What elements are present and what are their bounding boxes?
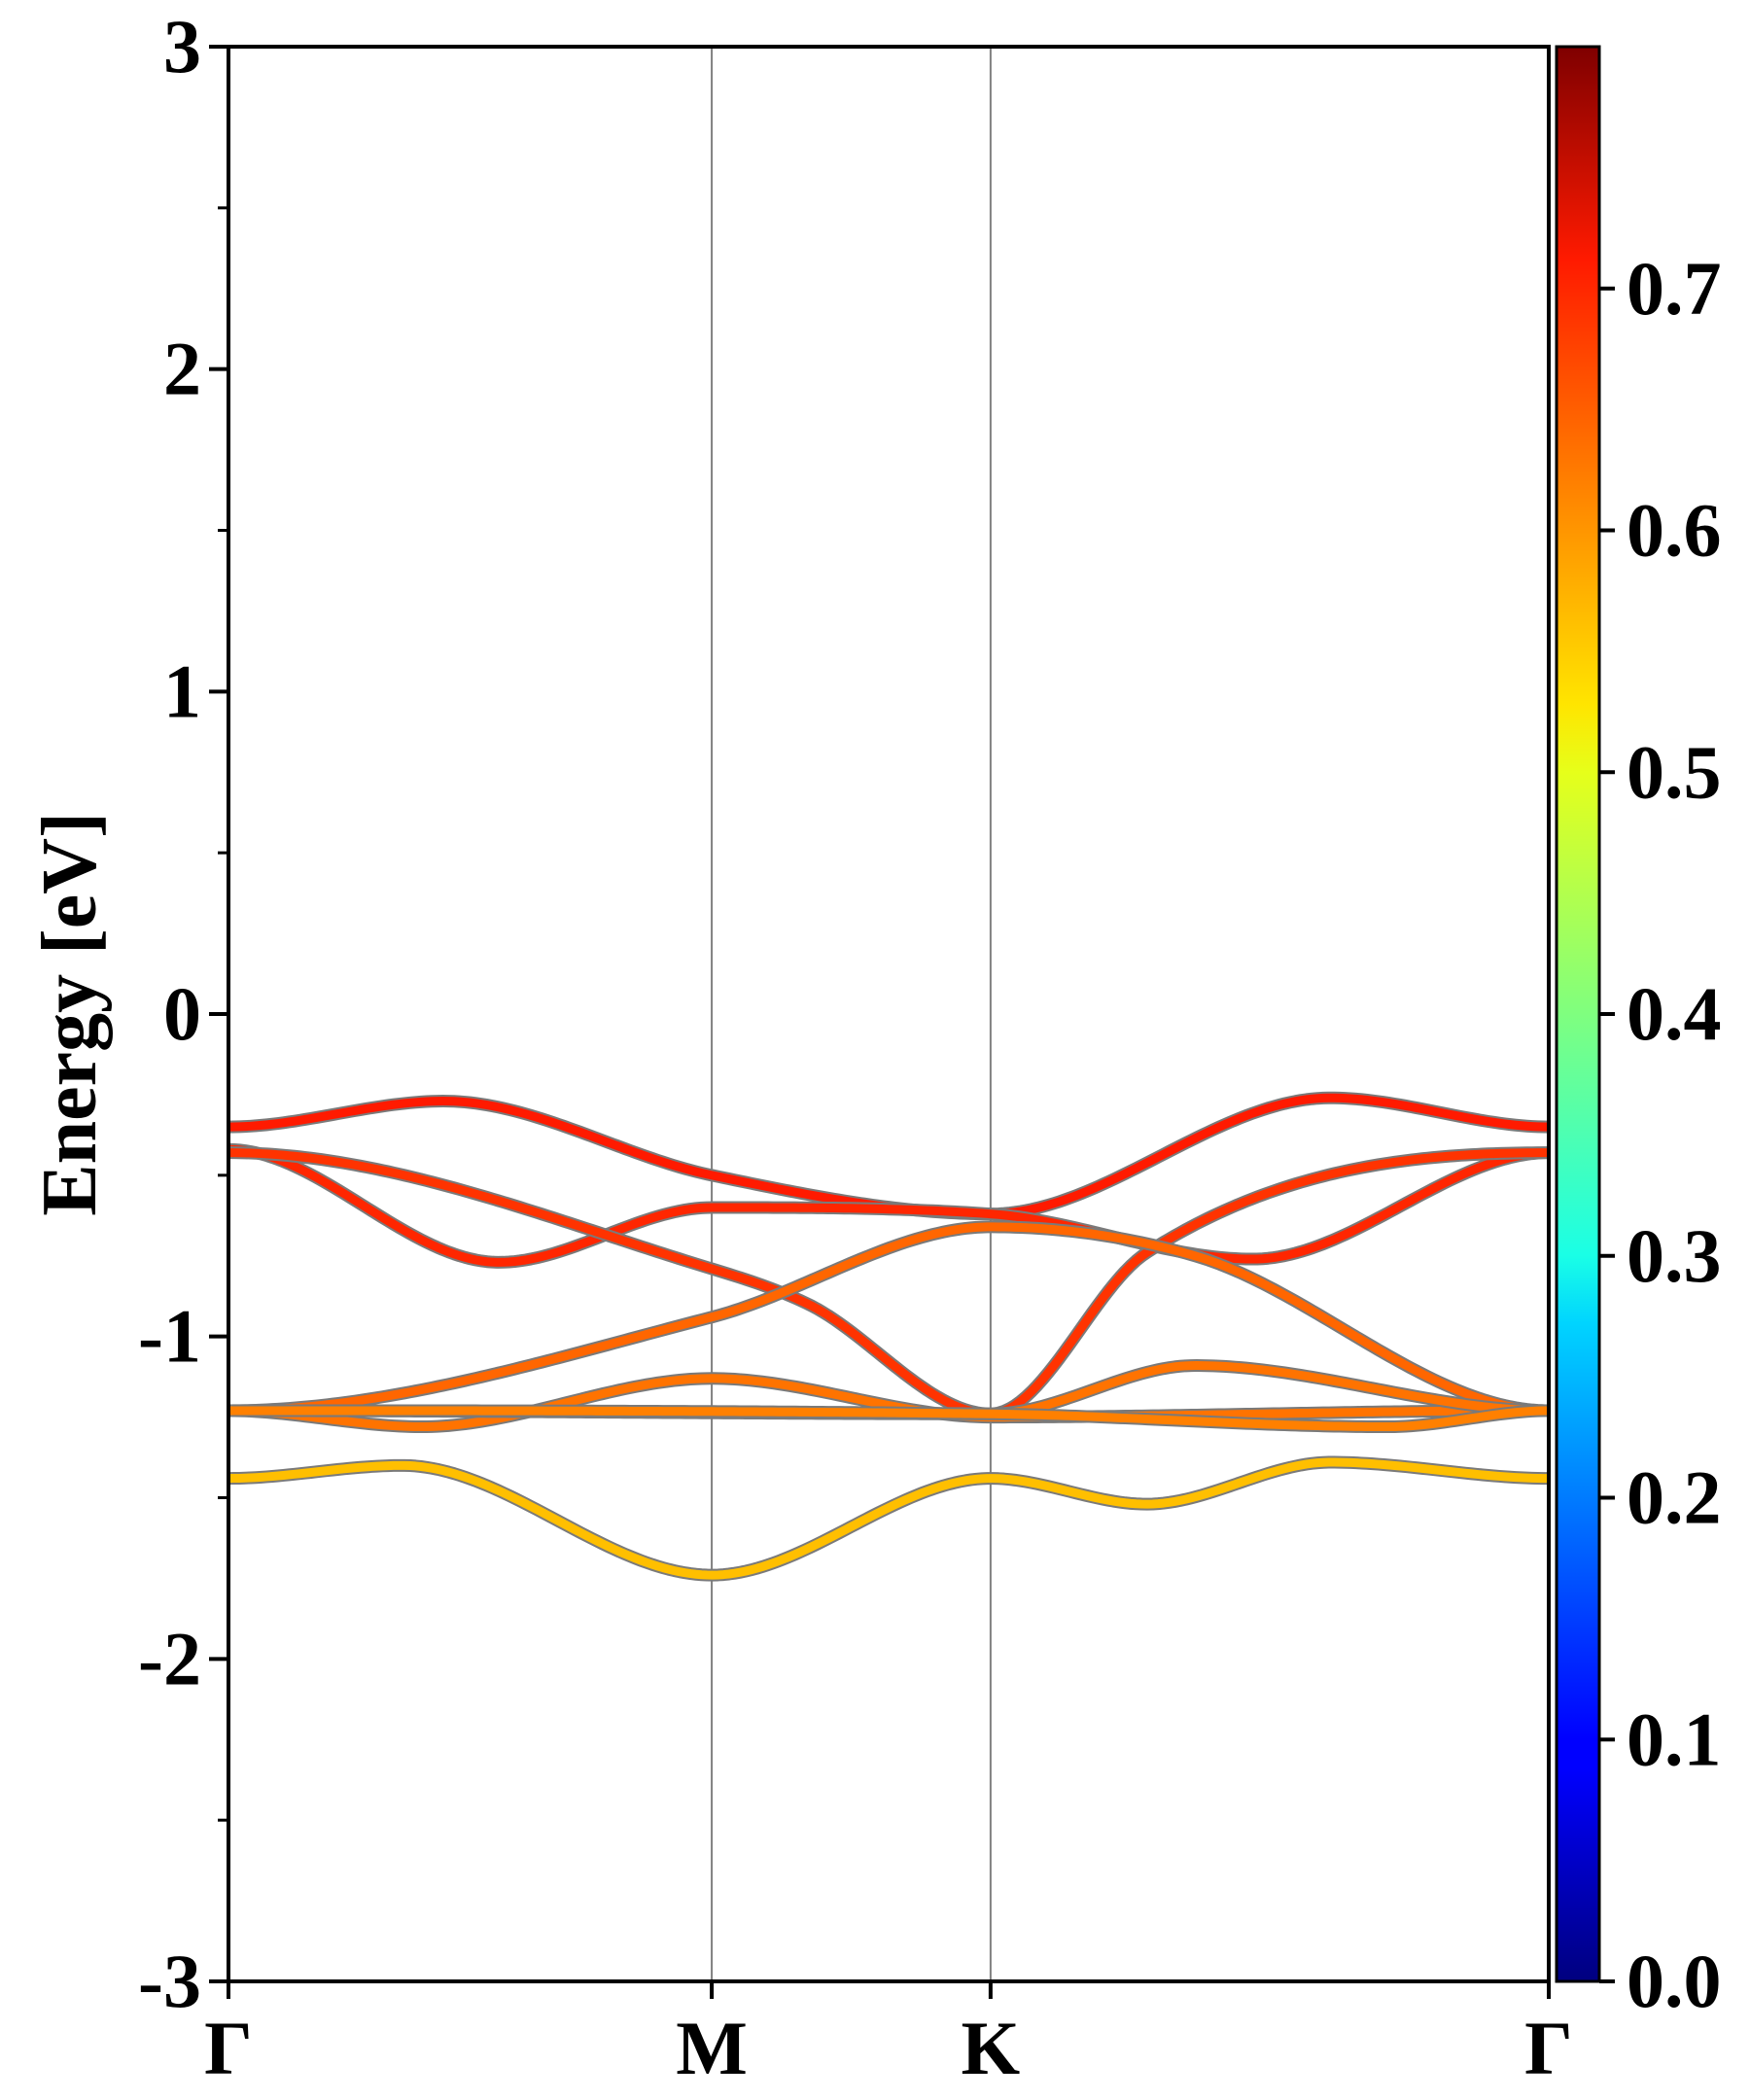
band-line [228, 1457, 1549, 1580]
y-tick-label: 1 [163, 648, 201, 733]
band [228, 1404, 1549, 1434]
y-tick-label: 0 [163, 971, 201, 1056]
band-line [228, 1374, 1549, 1432]
band-line [228, 1093, 1549, 1219]
colorbar-tick-label: 0.6 [1627, 488, 1722, 573]
band-lines [228, 1091, 1549, 1582]
y-tick-label: 3 [163, 4, 201, 88]
band-outline [228, 1091, 1549, 1221]
kpoint-label: M [676, 2006, 748, 2090]
colorbar [1555, 45, 1601, 1983]
kpoint-label: K [962, 2006, 1021, 2090]
kpoint-separator-lines [711, 47, 992, 1981]
kpoint-label: Γ [1524, 2006, 1573, 2090]
kpoint-label: Γ [204, 2006, 253, 2090]
y-tick-label: 2 [163, 327, 201, 411]
colorbar-ticks: 0.0 0.1 0.2 0.3 0.4 0.5 0.6 0.7 [1599, 246, 1722, 2023]
band [228, 1091, 1549, 1221]
plot-frame [227, 45, 1551, 1983]
colorbar-tick-label: 0.0 [1627, 1939, 1722, 2023]
band-line [228, 1406, 1549, 1432]
y-tick-label: -2 [138, 1616, 201, 1700]
band-line [228, 1144, 1549, 1267]
colorbar-tick-label: 0.2 [1627, 1455, 1722, 1540]
band [228, 1372, 1549, 1434]
y-axis-label: Energy [eV] [27, 812, 113, 1215]
colorbar-tick-label: 0.1 [1627, 1697, 1722, 1781]
band [228, 1142, 1549, 1269]
y-axis-ticks: -3 -2 -1 0 1 2 3 [138, 4, 228, 2023]
band-line [228, 1222, 1549, 1416]
band [228, 1220, 1549, 1418]
band [228, 1455, 1549, 1582]
band-line [228, 1148, 1549, 1418]
band [228, 1146, 1549, 1420]
colorbar-tick-label: 0.4 [1627, 971, 1722, 1056]
y-tick-label: -1 [138, 1294, 201, 1379]
band-outline [228, 1146, 1549, 1420]
colorbar-tick-label: 0.7 [1627, 246, 1722, 331]
colorbar-tick-label: 0.3 [1627, 1213, 1722, 1298]
band-outline [228, 1455, 1549, 1582]
colorbar-tick-label: 0.5 [1627, 729, 1722, 814]
y-tick-label: -3 [138, 1939, 201, 2023]
